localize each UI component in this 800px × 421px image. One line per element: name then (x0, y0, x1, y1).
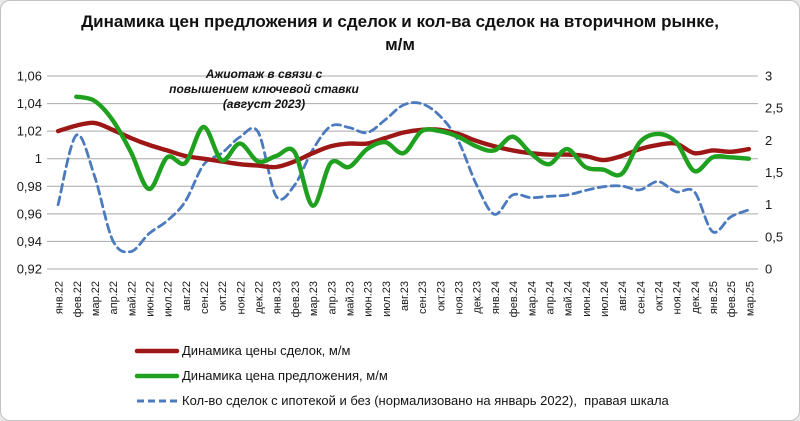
x-axis-label: авг.24 (617, 281, 629, 311)
chart-title: Динамика цен предложения и сделок и кол-… (1, 10, 799, 56)
x-axis-label: дек.23 (472, 281, 484, 314)
x-axis-label: ноя.24 (672, 281, 684, 314)
x-axis-label: май.23 (344, 281, 356, 316)
legend-label-deal-price: Динамика цены сделок, м/м (182, 343, 351, 358)
left-axis-tick-label: 1,02 (17, 124, 42, 139)
right-axis-tick-label: 0 (765, 262, 772, 277)
x-axis-label: дек.22 (254, 281, 266, 314)
right-axis-tick-label: 0,5 (765, 229, 783, 244)
legend-label-offer-price: Динамика цена предложения, м/м (182, 368, 388, 383)
x-axis-label: мар.23 (308, 281, 320, 316)
x-axis-label: окт.24 (654, 281, 666, 311)
left-axis-tick-label: 0,98 (17, 179, 42, 194)
x-axis-label: сен.22 (199, 281, 211, 314)
annotation-text: Ажиотаж в связи с повышением ключевой ст… (151, 67, 377, 112)
series-line-0 (55, 120, 752, 170)
x-axis-label: фев.23 (290, 281, 302, 317)
x-axis-label: янв.23 (272, 281, 284, 314)
legend-item-offer-price: Динамика цена предложения, м/м (134, 363, 669, 388)
x-axis-label: июл.22 (163, 281, 175, 317)
legend-item-deal-price: Динамика цены сделок, м/м (134, 338, 669, 363)
legend-line-sample-blue-dashed (137, 399, 177, 402)
x-axis-label: мар.22 (90, 281, 102, 316)
left-axis-tick-label: 0,96 (17, 206, 42, 221)
right-axis-tick-label: 1 (765, 197, 772, 212)
x-axis-label: июн.23 (363, 281, 375, 317)
annotation-line2: повышением ключевой ставки (169, 82, 359, 96)
x-axis-label: янв.25 (708, 281, 720, 314)
x-axis-label: дек.24 (690, 281, 702, 314)
legend-label-deal-count: Кол-во сделок с ипотекой и без (нормализ… (182, 393, 669, 408)
x-axis-label: янв.22 (54, 281, 66, 314)
legend-item-deal-count: Кол-во сделок с ипотекой и без (нормализ… (134, 388, 669, 413)
right-axis-tick-label: 1,5 (765, 165, 783, 180)
chart-title-line1: Динамика цен предложения и сделок и кол-… (81, 12, 719, 31)
line-chart: 1,06 1,04 1,02 1 0,98 0,96 0,94 0,92 3 2,5 2 1,5 1 0,… (17, 69, 783, 318)
right-axis-tick-label: 2,5 (765, 101, 783, 116)
x-axis-label: июл.24 (599, 281, 611, 317)
series-line-2 (56, 101, 751, 254)
x-axis-label: июл.23 (381, 281, 393, 317)
left-axis-tick-label: 0,92 (17, 262, 42, 277)
x-axis-label: фев.22 (72, 281, 84, 317)
left-axis-tick-label: 0,94 (17, 234, 42, 249)
annotation-line1: Ажиотаж в связи с (205, 67, 323, 81)
right-axis-tick-label: 3 (765, 69, 772, 84)
legend: Динамика цены сделок, м/м Динамика цена … (134, 338, 669, 413)
x-axis-label: ноя.23 (454, 281, 466, 314)
x-axis-label: сен.23 (417, 281, 429, 314)
x-axis-label: май.22 (126, 281, 138, 316)
x-axis-label: июн.24 (581, 281, 593, 317)
series-line-1 (74, 94, 752, 208)
x-axis-label: авг.23 (399, 281, 411, 311)
left-axis-tick-label: 1,06 (17, 69, 42, 84)
x-axis-label: авг.22 (181, 281, 193, 311)
x-axis-label: окт.22 (217, 281, 229, 311)
annotation-line3: (август 2023) (222, 97, 306, 111)
x-axis-label: апр.23 (326, 281, 338, 314)
x-axis-label: апр.22 (108, 281, 120, 314)
x-axis-label: янв.24 (490, 281, 502, 314)
x-axis-label: апр.24 (544, 281, 556, 314)
legend-line-sample-green (134, 373, 180, 378)
left-axis-tick-label: 1 (35, 151, 42, 166)
x-axis-label: окт.23 (435, 281, 447, 311)
left-axis-tick-label: 1,04 (17, 96, 42, 111)
x-axis-label: май.24 (563, 281, 575, 316)
x-axis-label: сен.24 (635, 281, 647, 314)
chart-title-line2: м/м (385, 35, 415, 54)
legend-line-sample-red (134, 348, 180, 353)
x-axis-label: июн.22 (144, 281, 156, 317)
x-axis-label: мар.25 (744, 281, 756, 316)
x-axis-label: ноя.22 (235, 281, 247, 314)
x-axis-label: фев.24 (508, 281, 520, 317)
right-axis-tick-label: 2 (765, 133, 772, 148)
x-axis-label: фев.25 (726, 281, 738, 317)
x-axis-label: мар.24 (526, 281, 538, 316)
